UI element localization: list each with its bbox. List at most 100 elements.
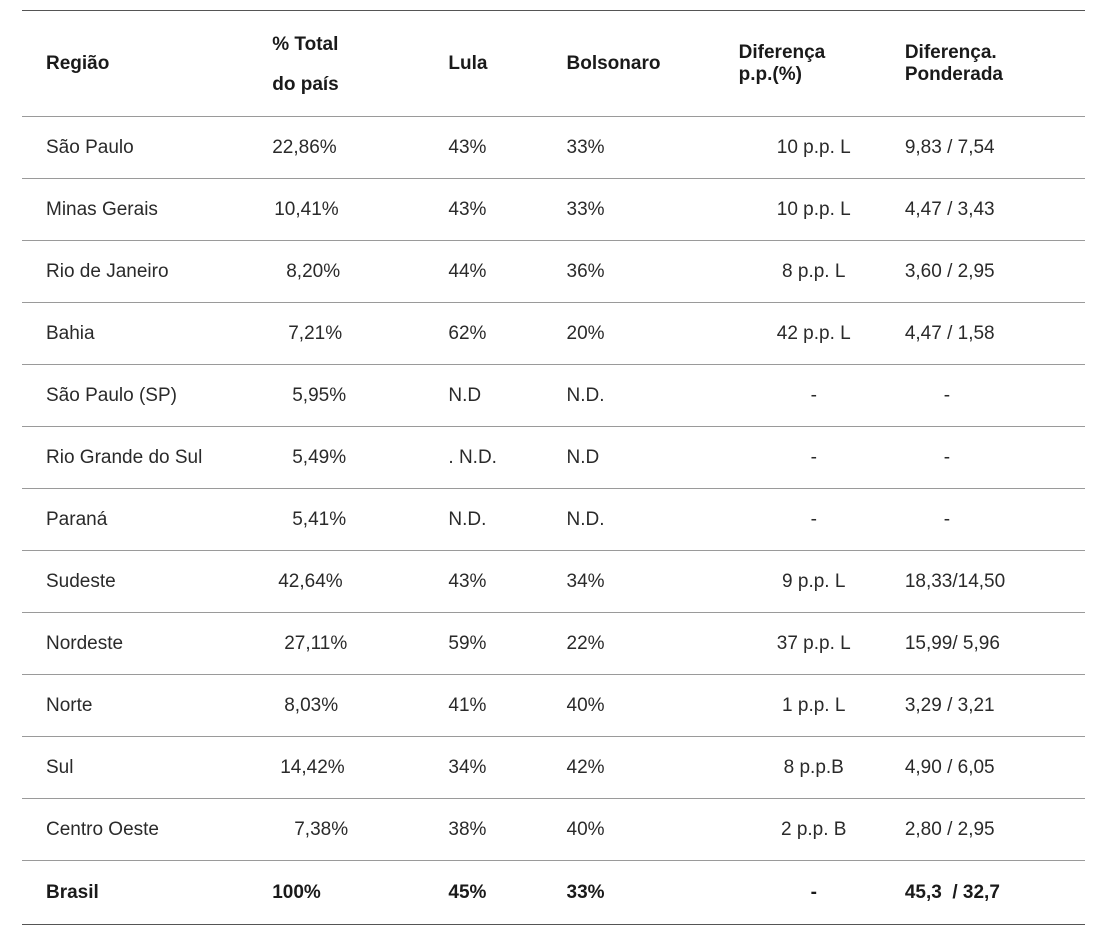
cell-diferenca: - [739,365,905,427]
total-row: Brasil 100% 45% 33% - 45,3 / 32,7 [22,861,1085,925]
cell-regiao: São Paulo (SP) [22,365,272,427]
cell-diferenca: 9 p.p. L [739,551,905,613]
cell-bolsonaro: 40% [567,675,739,737]
table-row: Norte 8,03% 41% 40% 1 p.p. L 3,29 / 3,21 [22,675,1085,737]
cell-diferenca: 1 p.p. L [739,675,905,737]
cell-lula: 43% [448,179,566,241]
cell-pct-total: 7,38% [272,799,448,861]
cell-ponderada: 4,90 / 6,05 [905,737,1085,799]
cell-pct-total: 22,86% [272,117,448,179]
cell-bolsonaro: N.D. [567,489,739,551]
total-cell-bolsonaro: 33% [567,861,739,925]
cell-regiao: Rio de Janeiro [22,241,272,303]
table-row: Rio de Janeiro 8,20% 44% 36% 8 p.p. L 3,60 / … [22,241,1085,303]
cell-regiao: Sudeste [22,551,272,613]
table-row: São Paulo (SP) 5,95% N.D N.D. - - [22,365,1085,427]
cell-pct-total: 42,64% [272,551,448,613]
header-diff-line2: p.p.(%) [739,64,905,86]
cell-regiao: Paraná [22,489,272,551]
total-cell-regiao: Brasil [22,861,272,925]
total-cell-ponderada: 45,3 / 32,7 [905,861,1085,925]
cell-pct-total: 8,20% [272,241,448,303]
header-regiao-label: Região [46,53,109,74]
cell-regiao: São Paulo [22,117,272,179]
cell-lula: 43% [448,551,566,613]
cell-bolsonaro: N.D [567,427,739,489]
cell-ponderada: 9,83 / 7,54 [905,117,1085,179]
cell-ponderada: 4,47 / 1,58 [905,303,1085,365]
header-pct-total: % Total do país [272,11,448,117]
cell-lula: 41% [448,675,566,737]
cell-diferenca: 10 p.p. L [739,117,905,179]
cell-regiao: Rio Grande do Sul [22,427,272,489]
cell-pct-total: 5,95% [272,365,448,427]
header-lula-label: Lula [448,53,487,74]
cell-pct-total: 14,42% [272,737,448,799]
cell-ponderada: 4,47 / 3,43 [905,179,1085,241]
cell-diferenca: 2 p.p. B [739,799,905,861]
cell-regiao: Centro Oeste [22,799,272,861]
cell-bolsonaro: 40% [567,799,739,861]
cell-regiao: Bahia [22,303,272,365]
cell-ponderada: - [905,489,1085,551]
header-bolsonaro-label: Bolsonaro [567,53,661,74]
cell-ponderada: 18,33/14,50 [905,551,1085,613]
table-row: Sul 14,42% 34% 42% 8 p.p.B 4,90 / 6,05 [22,737,1085,799]
table-row: Rio Grande do Sul 5,49% . N.D. N.D - - [22,427,1085,489]
cell-ponderada: 3,29 / 3,21 [905,675,1085,737]
cell-pct-total: 27,11% [272,613,448,675]
header-lula: Lula [448,11,566,117]
cell-lula: 59% [448,613,566,675]
cell-ponderada: 2,80 / 2,95 [905,799,1085,861]
table-row: Paraná 5,41% N.D. N.D. - - [22,489,1085,551]
cell-lula: 43% [448,117,566,179]
cell-diferenca: 8 p.p.B [739,737,905,799]
table-row: Nordeste 27,11% 59% 22% 37 p.p. L 15,99/ 5,96 [22,613,1085,675]
table-header: Região % Total do país Lula Bolsonaro Di… [22,11,1085,117]
cell-diferenca: 10 p.p. L [739,179,905,241]
table-row: Minas Gerais 10,41% 43% 33% 10 p.p. L 4,47 / … [22,179,1085,241]
cell-lula: N.D. [448,489,566,551]
total-cell-lula: 45% [448,861,566,925]
results-table: Região % Total do país Lula Bolsonaro Di… [22,10,1085,925]
header-row: Região % Total do país Lula Bolsonaro Di… [22,11,1085,117]
cell-pct-total: 7,21% [272,303,448,365]
cell-regiao: Nordeste [22,613,272,675]
table-row: São Paulo 22,86% 43% 33% 10 p.p. L 9,83 / 7,5… [22,117,1085,179]
header-pond-line1: Diferença. [905,42,1085,64]
cell-diferenca: 42 p.p. L [739,303,905,365]
cell-pct-total: 5,41% [272,489,448,551]
cell-bolsonaro: 33% [567,179,739,241]
cell-bolsonaro: 33% [567,117,739,179]
results-table-container: Região % Total do país Lula Bolsonaro Di… [22,10,1085,925]
total-cell-diferenca: - [739,861,905,925]
cell-lula: 44% [448,241,566,303]
cell-regiao: Minas Gerais [22,179,272,241]
cell-bolsonaro: 42% [567,737,739,799]
cell-pct-total: 10,41% [272,179,448,241]
table-row: Bahia 7,21% 62% 20% 42 p.p. L 4,47 / 1,58 [22,303,1085,365]
cell-ponderada: 15,99/ 5,96 [905,613,1085,675]
cell-lula: N.D [448,365,566,427]
cell-diferenca: - [739,489,905,551]
cell-bolsonaro: 34% [567,551,739,613]
header-pond-line2: Ponderada [905,64,1085,86]
cell-bolsonaro: 36% [567,241,739,303]
cell-ponderada: - [905,365,1085,427]
cell-pct-total: 5,49% [272,427,448,489]
cell-bolsonaro: 20% [567,303,739,365]
cell-lula: 38% [448,799,566,861]
cell-bolsonaro: 22% [567,613,739,675]
header-pct-line1: % Total [272,25,448,65]
header-ponderada: Diferença. Ponderada [905,11,1085,117]
header-regiao: Região [22,11,272,117]
table-row: Centro Oeste 7,38% 38% 40% 2 p.p. B 2,80 / 2,… [22,799,1085,861]
header-bolsonaro: Bolsonaro [567,11,739,117]
cell-diferenca: 37 p.p. L [739,613,905,675]
header-diferenca: Diferença p.p.(%) [739,11,905,117]
cell-lula: 34% [448,737,566,799]
cell-ponderada: 3,60 / 2,95 [905,241,1085,303]
cell-pct-total: 8,03% [272,675,448,737]
cell-ponderada: - [905,427,1085,489]
cell-diferenca: 8 p.p. L [739,241,905,303]
